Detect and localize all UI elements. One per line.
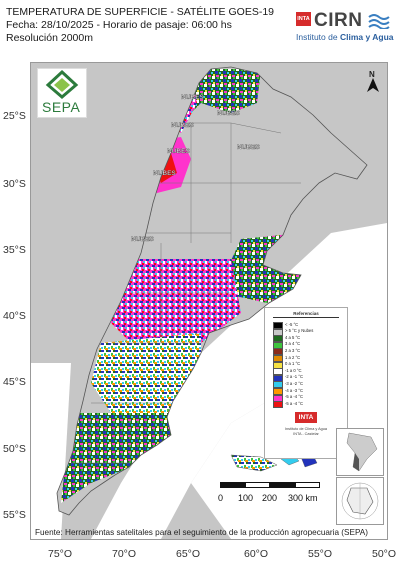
- map-title: TEMPERATURA DE SUPERFICIE - SATÉLITE GOE…: [6, 6, 274, 18]
- longitude-label: 65°O: [176, 548, 201, 560]
- legend-label: 1 a 2 °C: [285, 354, 301, 360]
- argentina-temperature-map: NUBES NUBES NUBES NUBES NUBES NUBES NUBE…: [31, 63, 387, 539]
- legend-label: < -5 °C: [285, 321, 299, 327]
- legend-swatch: [273, 401, 283, 409]
- legend-swatch: [273, 335, 283, 343]
- latitude-label: 40°S: [3, 310, 26, 322]
- scale-bar: 0 100 200 300 km: [218, 482, 320, 510]
- scale-tick: 300 km: [288, 493, 318, 503]
- cloud-label: NUBES: [153, 170, 176, 177]
- legend-swatch: [273, 341, 283, 349]
- inset-antarctica-map: [336, 477, 384, 525]
- legend-label: -5 a -4 °C: [285, 394, 303, 400]
- legend-swatch: [273, 368, 283, 376]
- south-america-locator: [346, 432, 378, 472]
- legend-label: -1 a 0 °C: [285, 367, 302, 373]
- date-line: Fecha: 28/10/2025 - Horario de pasaje: 0…: [6, 19, 232, 31]
- cirn-wordmark: CIRN: [314, 10, 363, 31]
- inta-logo: INTA: [295, 412, 317, 423]
- north-arrow-icon: [367, 78, 379, 92]
- north-arrow: N: [365, 70, 381, 92]
- resolution-line: Resolución 2000m: [6, 32, 93, 44]
- map-header: TEMPERATURA DE SUPERFICIE - SATÉLITE GOE…: [6, 6, 276, 45]
- argentina-outline: [56, 66, 368, 516]
- legend-label: 2 a 3 °C: [285, 347, 301, 353]
- sepa-logo: SEPA: [37, 68, 87, 118]
- latitude-label: 45°S: [3, 376, 26, 388]
- antarctic-sector-map: [341, 482, 379, 520]
- longitude-label: 70°O: [112, 548, 137, 560]
- tierra-del-fuego: [230, 454, 278, 472]
- cloud-label: NUBES: [131, 236, 154, 243]
- latitude-label: 35°S: [3, 244, 26, 256]
- legend-label: 0 a 1 °C: [285, 361, 301, 367]
- cirn-logo: INTA CIRN Instituto de Clima y Agua: [296, 10, 416, 50]
- source-caption: Fuente: Herramientas satelitales para el…: [35, 528, 368, 537]
- sepa-leaf-icon: [45, 69, 79, 99]
- longitude-label: 60°O: [244, 548, 269, 560]
- cloud-label: NUBES: [181, 94, 204, 101]
- legend-swatch: [273, 328, 283, 336]
- map-frame: NUBES NUBES NUBES NUBES NUBES NUBES NUBE…: [30, 62, 388, 540]
- legend-credit: INTA - Castelar: [293, 432, 319, 436]
- latitude-label: 30°S: [3, 178, 26, 190]
- cloud-label: NUBES: [167, 148, 190, 155]
- latitude-label: 50°S: [3, 443, 26, 455]
- legend-credit: Instituto de Clima y Agua: [285, 427, 327, 431]
- scale-segment: [245, 482, 270, 488]
- longitude-label: 50°O: [372, 548, 397, 560]
- legend-label: -4 a -3 °C: [285, 387, 303, 393]
- latitude-label: 55°S: [3, 509, 26, 521]
- legend-swatch: [273, 374, 283, 382]
- longitude-label: 55°O: [308, 548, 333, 560]
- legend-swatch: [273, 348, 283, 356]
- legend-swatch: [273, 394, 283, 402]
- legend-swatch: [273, 388, 283, 395]
- scale-segment: [295, 482, 320, 488]
- longitude-label: 75°O: [48, 548, 73, 560]
- north-label: N: [369, 70, 375, 79]
- legend-label: -5 a -4 °C: [285, 400, 303, 406]
- legend-swatch: [273, 355, 283, 362]
- sepa-wordmark: SEPA: [42, 99, 81, 115]
- legend-label: 3 a 4 °C: [285, 341, 301, 347]
- scale-segment: [270, 482, 295, 488]
- map-legend: Referencias < -5 °C > 5 °C y Nubes 4 a 5 °…: [264, 307, 348, 459]
- water-waves-icon: [368, 14, 390, 29]
- legend-label: -2 a -1 °C: [285, 374, 303, 380]
- legend-divider: [273, 317, 339, 318]
- legend-swatch: [273, 361, 283, 369]
- cloud-label: NUBES: [171, 122, 194, 129]
- legend-label: 4 a 5 °C: [285, 334, 301, 340]
- legend-label: > 5 °C y Nubes: [285, 328, 314, 334]
- scale-segment: [220, 482, 245, 488]
- inta-logo-small: INTA: [296, 12, 311, 26]
- legend-title: Referencias: [293, 311, 319, 316]
- scale-tick: 100: [238, 493, 254, 503]
- cloud-label: NUBES: [217, 110, 240, 117]
- scale-tick: 0: [218, 493, 224, 503]
- legend-swatch: [273, 322, 283, 329]
- atlantic-ocean-south: [91, 223, 387, 539]
- inset-locator-map: [336, 428, 384, 476]
- latitude-label: 25°S: [3, 110, 26, 122]
- scale-tick: 200: [262, 493, 278, 503]
- legend-label: -3 a -2 °C: [285, 380, 303, 386]
- cloud-label: NUBES: [237, 144, 260, 151]
- legend-swatch: [273, 381, 283, 389]
- institute-name: Instituto de Clima y Agua: [296, 32, 394, 42]
